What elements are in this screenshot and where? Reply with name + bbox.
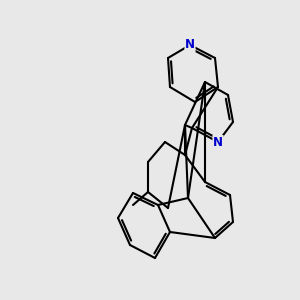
Text: N: N <box>185 38 195 52</box>
Text: N: N <box>213 136 223 148</box>
